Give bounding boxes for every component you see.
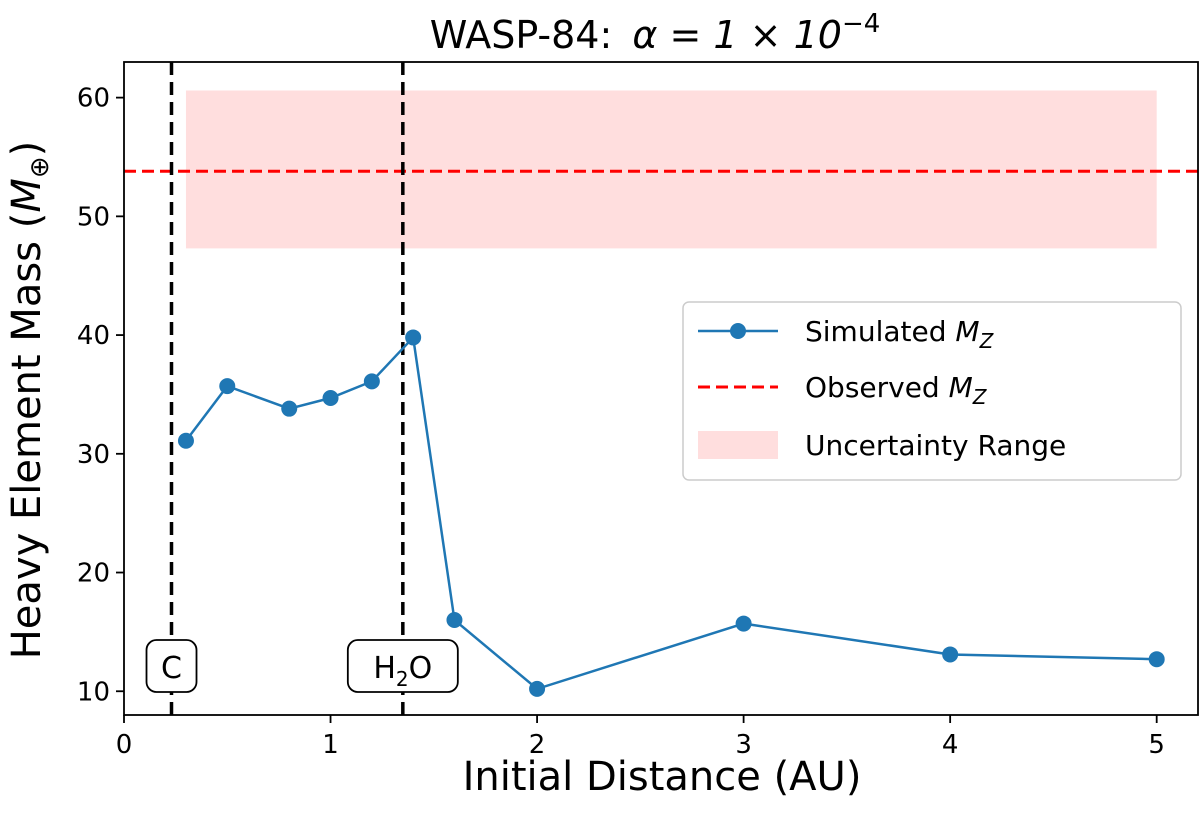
x-tick-label: 4 [942, 730, 959, 760]
data-point [219, 378, 236, 395]
y-tick-label: 20 [77, 559, 110, 589]
x-axis-ticks: 0 1 2 3 4 5 [116, 715, 1165, 760]
plot-frame [123, 61, 1199, 716]
data-point [446, 612, 463, 629]
x-tick-label: 2 [529, 730, 546, 760]
y-axis-label: Heavy Element Mass (M⊕) [4, 141, 55, 660]
legend-uncertainty-swatch [698, 431, 778, 459]
data-point [177, 432, 194, 449]
y-tick-label: 60 [77, 84, 110, 114]
svg-text:H2O: H2O [373, 651, 432, 691]
x-tick-label: 5 [1148, 730, 1165, 760]
data-point [405, 329, 422, 346]
legend-uncertainty-label: Uncertainty Range [805, 429, 1066, 462]
svg-text:C: C [161, 651, 182, 686]
y-tick-label: 40 [77, 321, 110, 351]
y-tick-label: 10 [77, 677, 110, 707]
y-tick-label: 50 [77, 202, 110, 232]
chart-title: WASP-84: α = 1 × 10−4 [430, 9, 881, 57]
data-point [281, 400, 298, 417]
x-axis-label: Initial Distance (AU) [463, 754, 862, 800]
data-point [363, 373, 380, 390]
legend-observed-label: Observed MZ [805, 371, 988, 409]
data-point [1148, 651, 1165, 668]
uncertainty-band [185, 90, 1157, 249]
data-point [942, 646, 959, 663]
data-point [529, 680, 546, 697]
y-tick-label: 30 [77, 440, 110, 470]
x-tick-label: 1 [322, 730, 339, 760]
legend: Simulated MZ Observed MZ Uncertainty Ran… [682, 301, 1182, 481]
x-tick-label: 3 [735, 730, 752, 760]
y-axis-ticks: 10 20 30 40 50 60 [77, 84, 124, 707]
simulated-mz-markers [177, 329, 1165, 697]
title-exponent: −4 [842, 9, 880, 39]
data-point [735, 615, 752, 632]
legend-simulated-label: Simulated MZ [805, 315, 995, 353]
water-iceline-annotation: H2O [346, 639, 459, 693]
legend-simulated-marker [730, 323, 746, 339]
carbon-iceline-annotation: C [145, 639, 198, 693]
x-tick-label: 0 [116, 730, 133, 760]
data-point [322, 389, 339, 406]
